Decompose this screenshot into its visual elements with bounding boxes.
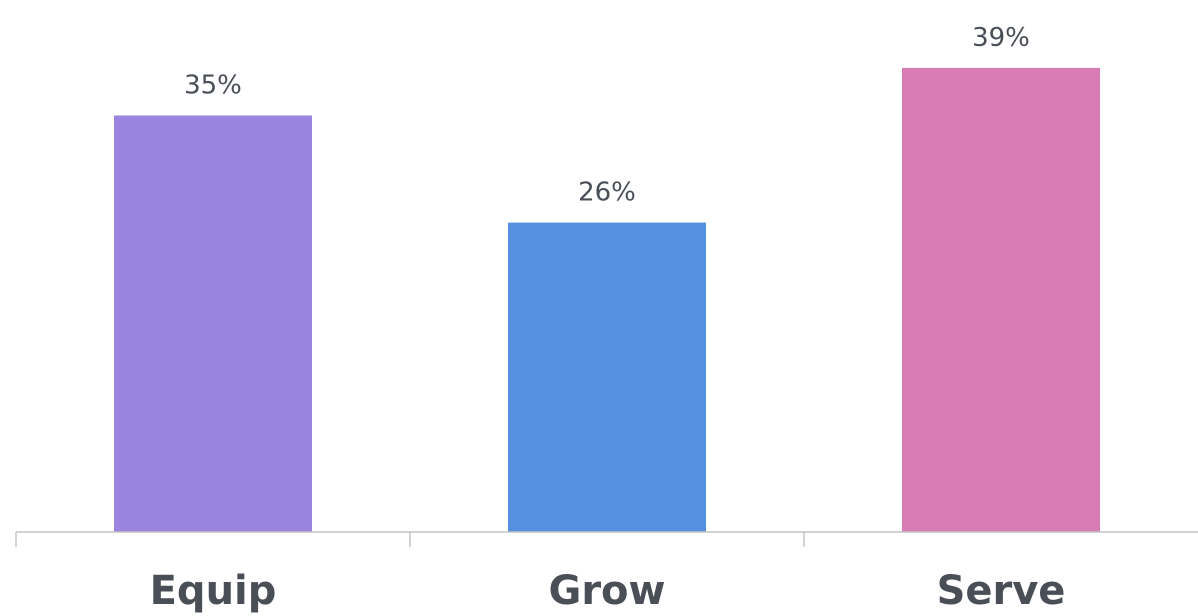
x-tick-label-equip: Equip bbox=[150, 568, 277, 614]
x-tick-labels-layer: Equip Grow Serve bbox=[150, 568, 1066, 614]
x-axis bbox=[15, 531, 1198, 547]
bars-layer bbox=[114, 67, 1100, 533]
bar-grow bbox=[508, 222, 706, 532]
bar-equip bbox=[114, 115, 312, 532]
data-label-equip: 35% bbox=[184, 71, 242, 101]
data-labels-layer: 35% 26% 39% bbox=[184, 23, 1030, 208]
data-label-serve: 39% bbox=[972, 23, 1030, 53]
data-label-grow: 26% bbox=[578, 178, 636, 208]
x-tick-label-serve: Serve bbox=[937, 568, 1066, 614]
bar-serve bbox=[902, 67, 1100, 533]
x-tick-label-grow: Grow bbox=[549, 568, 666, 614]
